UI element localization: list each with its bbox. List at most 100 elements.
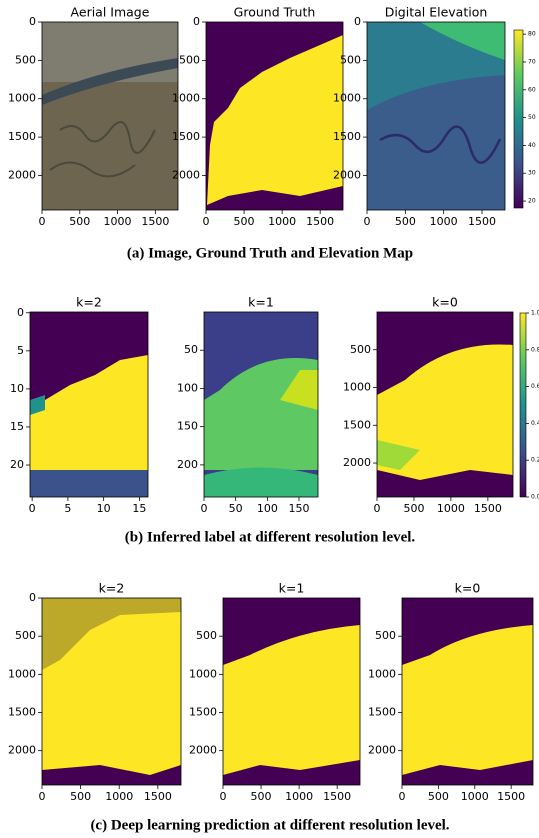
- colorbar: [520, 313, 526, 497]
- x-tick-label: 1500: [474, 502, 502, 515]
- colorbar-tick-label: 60: [528, 86, 536, 93]
- y-tick-label: 200: [177, 458, 198, 471]
- x-tick-label: 500: [70, 790, 91, 803]
- y-tick-label: 1500: [172, 130, 200, 143]
- x-tick-label: 10: [97, 502, 111, 515]
- x-tick-label: 0: [364, 215, 371, 228]
- y-tick-label: 0: [29, 15, 36, 28]
- y-tick-label: 1500: [189, 705, 217, 718]
- y-tick-label: 0: [29, 591, 36, 604]
- figure: Aerial Image0500100015000500100015002000…: [0, 0, 539, 838]
- panel-title: Ground Truth: [234, 5, 316, 20]
- y-tick-label: 5: [17, 344, 24, 357]
- x-tick-label: 500: [403, 502, 424, 515]
- x-tick-label: 1500: [144, 790, 172, 803]
- x-tick-label: 100: [257, 502, 278, 515]
- panel-title: k=0: [455, 581, 481, 596]
- y-tick-label: 2000: [343, 456, 371, 469]
- colorbar-tick-label: 0.6: [531, 383, 539, 390]
- y-tick-label: 500: [350, 343, 371, 356]
- y-tick-label: 0: [17, 306, 24, 319]
- colorbar-tick-label: 0.0: [531, 494, 539, 501]
- y-tick-label: 0: [193, 15, 200, 28]
- y-tick-label: 500: [375, 629, 396, 642]
- x-tick-label: 150: [289, 502, 310, 515]
- x-tick-label: 0: [220, 790, 227, 803]
- y-tick-label: 1000: [8, 667, 36, 680]
- x-tick-label: 500: [234, 215, 255, 228]
- caption: (b) Inferred label at different resoluti…: [125, 529, 416, 545]
- elevation-image: [367, 22, 505, 210]
- y-tick-label: 500: [15, 629, 36, 642]
- colorbar-tick-label: 0.8: [531, 346, 539, 353]
- x-tick-label: 500: [69, 215, 90, 228]
- x-tick-label: 500: [395, 215, 416, 228]
- colorbar-tick-label: 0.4: [531, 420, 539, 427]
- x-tick-label: 1000: [461, 790, 489, 803]
- x-tick-label: 500: [428, 790, 449, 803]
- colorbar-tick-label: 50: [528, 114, 536, 121]
- x-tick-label: 5: [64, 502, 71, 515]
- y-tick-label: 500: [15, 53, 36, 66]
- prediction-k0: [402, 598, 533, 785]
- y-tick-label: 2000: [333, 168, 361, 181]
- y-tick-label: 15: [10, 420, 24, 433]
- y-tick-label: 1000: [8, 92, 36, 105]
- colorbar: [514, 30, 523, 208]
- y-tick-label: 10: [10, 382, 24, 395]
- panel-title: k=1: [248, 295, 274, 310]
- x-tick-label: 1000: [285, 790, 313, 803]
- x-tick-label: 0: [399, 790, 406, 803]
- y-tick-label: 1500: [333, 130, 361, 143]
- y-tick-label: 1000: [172, 92, 200, 105]
- y-tick-label: 150: [177, 420, 198, 433]
- x-tick-label: 50: [229, 502, 243, 515]
- y-tick-label: 1500: [8, 705, 36, 718]
- caption: (a) Image, Ground Truth and Elevation Ma…: [127, 245, 413, 261]
- x-tick-label: 0: [201, 502, 208, 515]
- x-tick-label: 1500: [306, 215, 334, 228]
- x-tick-label: 1500: [468, 215, 496, 228]
- y-tick-label: 1500: [343, 418, 371, 431]
- x-tick-label: 1000: [430, 215, 458, 228]
- y-tick-label: 0: [354, 15, 361, 28]
- x-tick-label: 0: [39, 215, 46, 228]
- ground-truth-image: [206, 22, 343, 210]
- prediction-k2: [42, 598, 181, 785]
- panel-title: k=2: [76, 295, 102, 310]
- y-tick-label: 2000: [8, 744, 36, 757]
- colorbar-tick-label: 40: [528, 142, 536, 149]
- x-tick-label: 1500: [141, 215, 169, 228]
- caption: (c) Deep learning prediction at differen…: [90, 817, 449, 833]
- colorbar-tick-label: 0.2: [531, 457, 539, 464]
- aerial-image: [42, 22, 178, 210]
- x-tick-label: 1000: [437, 502, 465, 515]
- x-tick-label: 0: [29, 502, 36, 515]
- colorbar-tick-label: 70: [528, 58, 536, 65]
- y-tick-label: 2000: [368, 744, 396, 757]
- prediction-k1: [223, 598, 360, 785]
- x-tick-label: 1500: [323, 790, 351, 803]
- x-tick-label: 1000: [268, 215, 296, 228]
- panel-title: k=2: [99, 581, 125, 596]
- inferred-k2: [30, 312, 148, 497]
- y-tick-label: 2000: [189, 744, 217, 757]
- panel-title: Digital Elevation: [385, 5, 488, 20]
- y-tick-label: 1500: [368, 705, 396, 718]
- y-tick-label: 1500: [8, 130, 36, 143]
- y-tick-label: 50: [184, 343, 198, 356]
- x-tick-label: 1500: [497, 790, 525, 803]
- y-tick-label: 100: [177, 381, 198, 394]
- x-tick-label: 0: [203, 215, 210, 228]
- y-tick-label: 2000: [8, 168, 36, 181]
- colorbar-tick-label: 80: [528, 31, 536, 38]
- y-tick-label: 1000: [189, 667, 217, 680]
- y-tick-label: 20: [10, 458, 24, 471]
- inferred-k0: [377, 312, 513, 497]
- y-tick-label: 500: [340, 53, 361, 66]
- panel-title: Aerial Image: [71, 5, 150, 20]
- y-tick-label: 1000: [368, 667, 396, 680]
- y-tick-label: 1000: [343, 381, 371, 394]
- y-tick-label: 1000: [333, 92, 361, 105]
- x-tick-label: 15: [132, 502, 146, 515]
